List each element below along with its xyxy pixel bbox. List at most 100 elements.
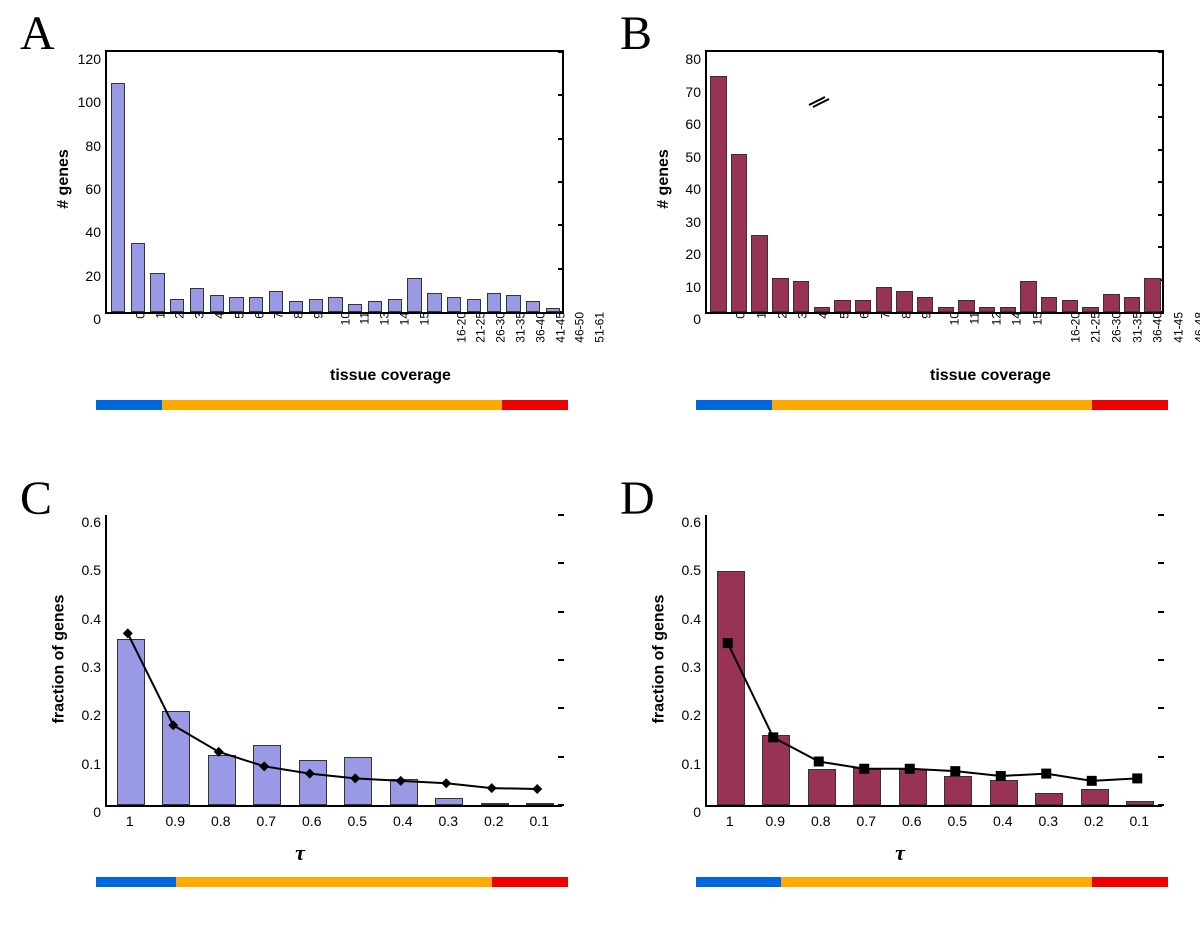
xlabel-c: τ xyxy=(295,840,305,866)
bar xyxy=(427,293,441,312)
ylabel-b: # genes xyxy=(655,149,673,209)
xtick: 9 xyxy=(916,312,934,319)
bar xyxy=(546,308,560,312)
bar xyxy=(899,769,927,805)
legend-segment xyxy=(1092,877,1168,887)
xtick: 1 xyxy=(149,312,167,319)
xtick: 0.3 xyxy=(1039,805,1058,829)
xtick: 11 xyxy=(963,312,981,324)
bar xyxy=(131,243,145,312)
ytick: 0.5 xyxy=(82,562,107,578)
xtick: 36-40 xyxy=(1147,312,1165,343)
xtick: 2 xyxy=(169,312,187,319)
panel-label-a: A xyxy=(20,6,55,61)
ytick: 40 xyxy=(685,181,707,197)
panel-d: D 00.10.20.30.40.50.610.90.80.70.60.50.4… xyxy=(600,465,1200,930)
xtick: 6 xyxy=(854,312,872,319)
xtick: 0.2 xyxy=(484,805,503,829)
xtick: 3 xyxy=(189,312,207,319)
xtick: 0.8 xyxy=(811,805,830,829)
ylabel-d: fraction of genes xyxy=(650,595,668,724)
bar xyxy=(1062,300,1078,312)
bar xyxy=(793,281,809,312)
chart-a: 0204060801001200123456789101113141516-20… xyxy=(105,50,564,314)
xtick: 5 xyxy=(228,312,246,319)
xtick: 0.2 xyxy=(1084,805,1103,829)
bar xyxy=(814,307,830,312)
bar xyxy=(117,639,145,805)
xtick: 46-48 xyxy=(1188,312,1200,343)
xtick: 0.4 xyxy=(393,805,412,829)
ytick: 60 xyxy=(685,116,707,132)
xtick: 10 xyxy=(944,312,962,325)
legend-segment xyxy=(696,400,772,410)
bar xyxy=(979,307,995,312)
legend-segment xyxy=(162,400,502,410)
xtick: 0.9 xyxy=(166,805,185,829)
xtick: 0.5 xyxy=(348,805,367,829)
bar xyxy=(111,83,125,313)
bar xyxy=(917,297,933,312)
xtick: 0.5 xyxy=(948,805,967,829)
ytick: 0.3 xyxy=(682,659,707,675)
ytick: 0 xyxy=(93,804,107,820)
xtick: 14 xyxy=(393,312,411,325)
legend-segment xyxy=(772,400,1093,410)
xtick: 15 xyxy=(1026,312,1044,325)
xtick: 0.6 xyxy=(902,805,921,829)
bar xyxy=(710,76,726,312)
xtick: 41-45 xyxy=(1168,312,1186,343)
xtick: 36-40 xyxy=(529,312,547,343)
xtick: 0.3 xyxy=(439,805,458,829)
legend-segment xyxy=(781,877,1093,887)
bar xyxy=(348,304,362,313)
bar xyxy=(162,711,190,805)
bar xyxy=(447,297,461,312)
bar xyxy=(289,301,303,312)
xtick: 26-30 xyxy=(490,312,508,343)
ytick: 60 xyxy=(85,181,107,197)
xtick: 1 xyxy=(726,805,734,829)
legend-segment xyxy=(96,877,176,887)
panel-a: A 0204060801001200123456789101113141516-… xyxy=(0,0,600,465)
xtick: 46-50 xyxy=(569,312,587,343)
bar xyxy=(435,798,463,805)
xtick: 31-35 xyxy=(510,312,528,343)
xtick: 4 xyxy=(813,312,831,319)
legend-d xyxy=(696,877,1168,889)
bar xyxy=(808,769,836,805)
ylabel-c: fraction of genes xyxy=(50,595,68,724)
bar xyxy=(407,278,421,313)
ytick: 0.2 xyxy=(82,707,107,723)
bar xyxy=(344,757,372,805)
xtick: 6 xyxy=(248,312,266,319)
bar xyxy=(309,299,323,312)
xtick: 0.7 xyxy=(257,805,276,829)
bar xyxy=(170,299,184,312)
ytick: 20 xyxy=(685,246,707,262)
bar xyxy=(253,745,281,805)
legend-segment xyxy=(696,877,781,887)
legend-b xyxy=(696,400,1168,412)
bar xyxy=(390,779,418,805)
xtick: 0.4 xyxy=(993,805,1012,829)
xlabel-b: tissue coverage xyxy=(930,367,1051,385)
bar xyxy=(1103,294,1119,312)
ytick: 0.2 xyxy=(682,707,707,723)
ytick: 0.4 xyxy=(82,611,107,627)
bar xyxy=(208,755,236,805)
bar xyxy=(1144,278,1160,313)
xtick: 2 xyxy=(771,312,789,319)
ytick: 0.1 xyxy=(682,756,707,772)
bar xyxy=(388,299,402,312)
bar xyxy=(1000,307,1016,312)
panel-label-c: C xyxy=(20,471,52,526)
xtick: 8 xyxy=(895,312,913,319)
xtick: 4 xyxy=(209,312,227,319)
xtick: 10 xyxy=(334,312,352,325)
ytick: 0.3 xyxy=(82,659,107,675)
bar xyxy=(751,235,767,312)
bar xyxy=(368,301,382,312)
bar xyxy=(762,735,790,805)
panel-b: B 01020304050607080012345678910111214151… xyxy=(600,0,1200,465)
